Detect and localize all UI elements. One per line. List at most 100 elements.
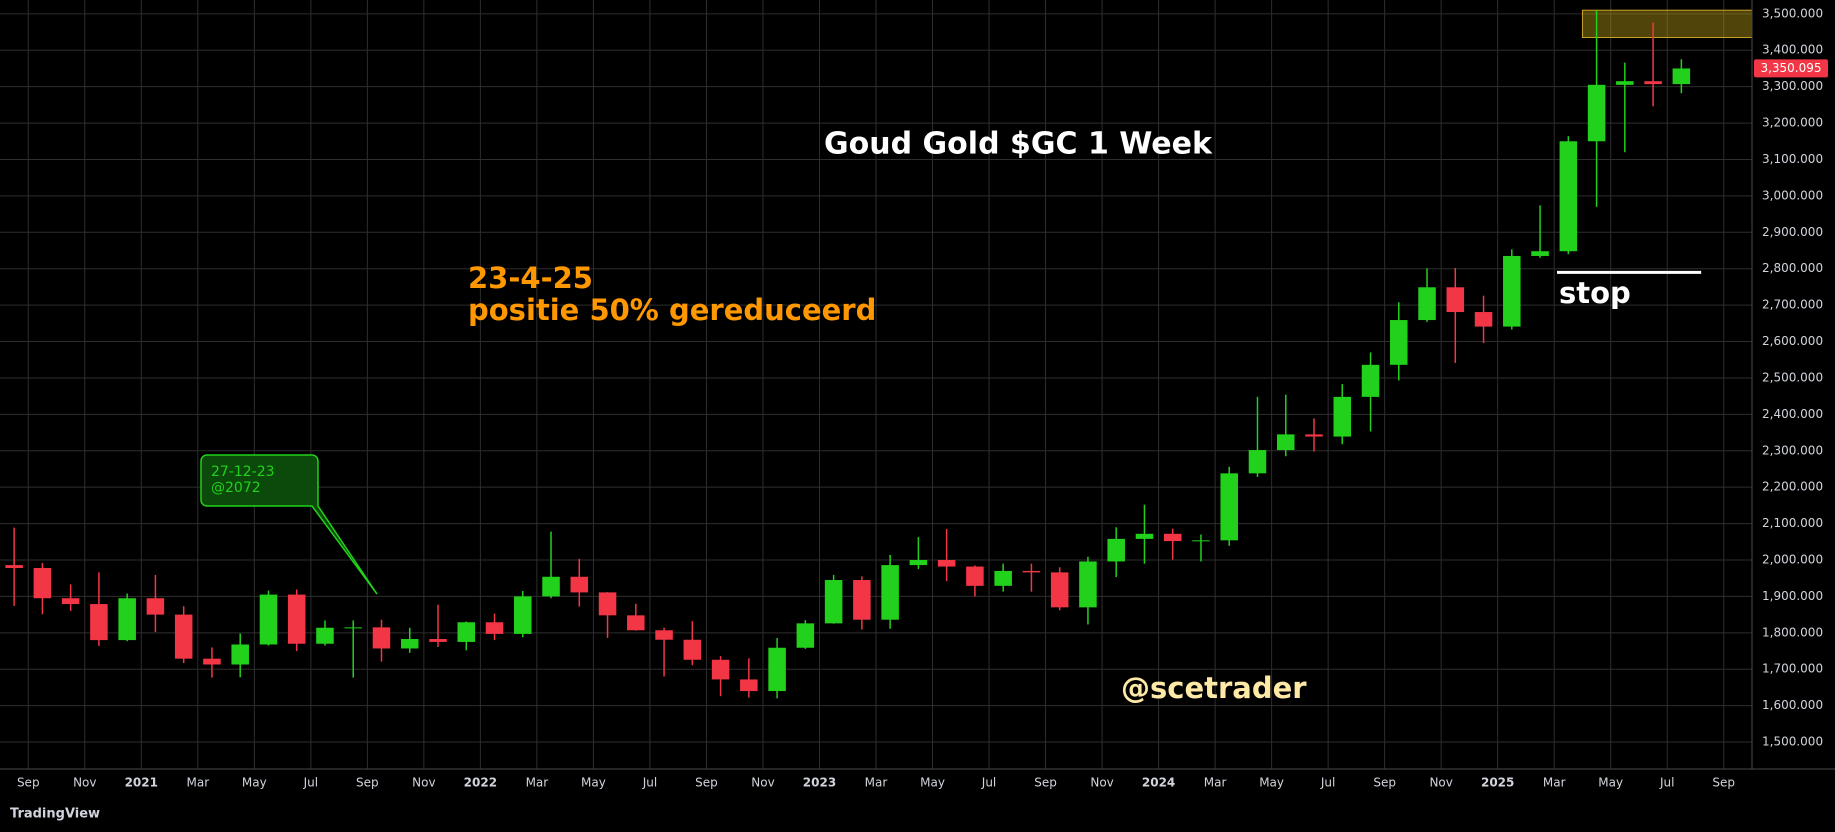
y-tick-label: 1,700.000 (1762, 662, 1823, 676)
candle-body (853, 580, 871, 620)
candle-body (1446, 287, 1465, 313)
x-tick-label: May (581, 776, 606, 790)
candle-body (1531, 251, 1549, 256)
callout-box (200, 454, 378, 595)
source: TradingView (10, 807, 100, 822)
y-tick-label: 2,100.000 (1762, 516, 1823, 530)
candles (5, 10, 1691, 699)
candle-body (824, 580, 843, 624)
candle-body (1050, 572, 1069, 608)
candle-body (881, 565, 899, 620)
candle-body (146, 598, 165, 615)
candle-body (1672, 68, 1691, 85)
author: @scetrader (1121, 671, 1307, 705)
y-tick-label: 3,200.000 (1762, 116, 1823, 130)
candle-body (174, 614, 193, 659)
y-tick-label: 3,400.000 (1762, 43, 1823, 57)
y-tick-label: 3,300.000 (1762, 79, 1823, 93)
candle-body (740, 679, 758, 692)
candle-body (1135, 533, 1154, 539)
y-tick-label: 2,200.000 (1762, 480, 1823, 494)
x-tick-label: May (1598, 776, 1623, 790)
candle-body (1192, 540, 1210, 542)
y-tick-label: 1,900.000 (1762, 589, 1823, 603)
candle-body (1559, 141, 1578, 252)
y-tick-label: 2,600.000 (1762, 334, 1823, 348)
candle-body (1163, 533, 1182, 542)
candle-body (429, 639, 447, 642)
candle-body (909, 560, 928, 566)
candle-body (1587, 84, 1606, 142)
x-tick-label: Sep (1373, 776, 1396, 790)
candle-body (61, 598, 80, 605)
candle-body (118, 598, 136, 641)
last-price-label: 3,350.095 (1760, 61, 1821, 75)
candle-body (1333, 396, 1352, 437)
y-tick-label: 2,300.000 (1762, 443, 1823, 457)
callout-price: @2072 (211, 480, 261, 496)
candle-body (1022, 570, 1041, 573)
candle-body (1390, 320, 1408, 365)
candle-body (90, 604, 108, 641)
annotation-date: 23-4-25 (468, 261, 593, 295)
x-tick-label: Mar (526, 776, 549, 790)
footer (0, 796, 1835, 832)
x-tick-label: Nov (751, 776, 774, 790)
x-tick-label: Jul (642, 776, 657, 790)
candle-body (1503, 255, 1521, 327)
callout-date: 27-12-23 (211, 464, 275, 480)
callout: 27-12-23 @2072 (200, 454, 378, 595)
candle-body (485, 622, 504, 634)
x-tick-label: Sep (1712, 776, 1735, 790)
x-tick-label: Jul (1659, 776, 1674, 790)
candle-body (1616, 81, 1634, 85)
y-tick-label: 1,500.000 (1762, 735, 1823, 749)
candle-body (570, 576, 589, 593)
y-tick-label: 1,800.000 (1762, 625, 1823, 639)
candle-body (937, 560, 956, 567)
x-tick-label: Mar (186, 776, 209, 790)
candle-body (627, 615, 645, 631)
x-tick-label: Sep (17, 776, 40, 790)
y-tick-label: 2,800.000 (1762, 261, 1823, 275)
candle-body (287, 594, 306, 644)
target-zone (1581, 9, 1753, 39)
x-tick-label: May (1259, 776, 1284, 790)
candle-body (655, 630, 673, 640)
candle-body (683, 639, 702, 660)
candle-body (5, 565, 23, 569)
x-tick-label: Nov (73, 776, 96, 790)
annotation-text: positie 50% gereduceerd (468, 293, 876, 327)
x-tick-label: 2021 (125, 776, 158, 790)
x-tick-label: Nov (1090, 776, 1113, 790)
y-tick-label: 2,900.000 (1762, 225, 1823, 239)
x-tick-label: Mar (1543, 776, 1566, 790)
x-tick-label: 2022 (464, 776, 497, 790)
y-tick-label: 3,000.000 (1762, 188, 1823, 202)
x-tick-label: Sep (356, 776, 379, 790)
candle-body (1305, 434, 1323, 437)
candle-body (542, 576, 560, 597)
candle-body (372, 627, 391, 649)
candle-body (711, 659, 730, 680)
candle-body (1276, 434, 1295, 451)
chart-title: Goud Gold $GC 1 Week (824, 127, 1213, 162)
y-tick-label: 2,700.000 (1762, 298, 1823, 312)
last-price-box (1754, 59, 1828, 78)
grid (0, 0, 1752, 769)
candle-body (231, 644, 249, 665)
candle-body (1418, 287, 1436, 321)
candle-body (33, 568, 52, 599)
candle-body (796, 623, 815, 648)
x-tick-label: Mar (1204, 776, 1227, 790)
candle-body (598, 592, 617, 616)
candle-body (1361, 364, 1380, 397)
x-tick-label: Jul (303, 776, 318, 790)
candle-body (400, 639, 419, 649)
candle-body (1107, 538, 1125, 562)
x-tick-label: Sep (1034, 776, 1057, 790)
candle-body (966, 566, 984, 586)
candle-body (1474, 312, 1493, 327)
